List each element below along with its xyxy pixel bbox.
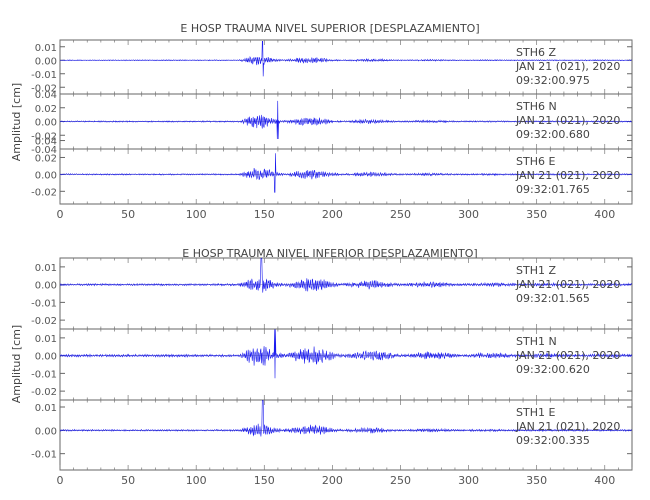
x-tick-label: 400 — [594, 474, 615, 487]
y-axis-label: Amplitud [cm] — [10, 83, 23, 161]
waveform-trace — [59, 100, 632, 140]
station-label: STH1 E — [516, 406, 555, 419]
y-tick-label: -0.02 — [31, 387, 57, 398]
time-label: 09:32:00.975 — [516, 74, 590, 87]
x-tick-label: 0 — [57, 474, 64, 487]
y-tick-label: 0.02 — [35, 153, 57, 164]
station-label: STH1 Z — [516, 264, 556, 277]
x-tick-label: 100 — [186, 208, 207, 221]
x-tick-label: 300 — [458, 474, 479, 487]
chart-title: E HOSP TRAUMA NIVEL INFERIOR [DESPLAZAMI… — [182, 247, 477, 260]
y-tick-label: -0.01 — [31, 70, 57, 81]
y-tick-label: 0.00 — [35, 170, 57, 181]
date-label: JAN 21 (021), 2020 — [515, 278, 620, 291]
y-tick-label: -0.02 — [31, 187, 57, 198]
station-label: STH6 E — [516, 155, 555, 168]
waveform-trace — [59, 400, 633, 437]
y-tick-label: 0.01 — [35, 263, 57, 274]
y-tick-label: -0.02 — [31, 316, 57, 327]
station-label: STH6 Z — [516, 46, 556, 59]
y-tick-label: -0.02 — [31, 131, 57, 142]
y-tick-label: 0.01 — [35, 43, 57, 54]
y-tick-label: 0.00 — [35, 281, 57, 292]
waveform-trace — [59, 153, 632, 193]
y-axis-label: Amplitud [cm] — [10, 325, 23, 403]
x-tick-label: 50 — [121, 208, 135, 221]
x-tick-label: 250 — [390, 208, 411, 221]
x-tick-label: 400 — [594, 208, 615, 221]
date-label: JAN 21 (021), 2020 — [515, 114, 620, 127]
time-label: 09:32:00.335 — [516, 434, 590, 447]
x-tick-label: 350 — [526, 208, 547, 221]
waveform-trace — [59, 258, 633, 293]
time-label: 09:32:01.765 — [516, 183, 590, 196]
date-label: JAN 21 (021), 2020 — [515, 169, 620, 182]
y-tick-label: 0.00 — [35, 352, 57, 363]
x-tick-label: 350 — [526, 474, 547, 487]
y-tick-label: 0.01 — [35, 403, 57, 414]
y-tick-label: 0.00 — [35, 118, 57, 129]
y-tick-label: 0.00 — [35, 426, 57, 437]
x-tick-label: 100 — [186, 474, 207, 487]
y-tick-label: -0.01 — [31, 298, 57, 309]
chart-title: E HOSP TRAUMA NIVEL SUPERIOR [DESPLAZAMI… — [180, 22, 479, 35]
date-label: JAN 21 (021), 2020 — [515, 349, 620, 362]
time-label: 09:32:00.680 — [516, 128, 590, 141]
y-tick-label: 0.04 — [35, 137, 57, 148]
x-tick-label: 200 — [322, 208, 343, 221]
x-tick-label: 150 — [254, 208, 275, 221]
x-tick-label: 0 — [57, 208, 64, 221]
x-tick-label: 300 — [458, 208, 479, 221]
y-tick-label: -0.01 — [31, 369, 57, 380]
y-tick-label: 0.02 — [35, 104, 57, 115]
x-tick-label: 50 — [121, 474, 135, 487]
y-tick-label: -0.02 — [31, 83, 57, 94]
x-tick-label: 200 — [322, 474, 343, 487]
time-label: 09:32:00.620 — [516, 363, 590, 376]
waveform-trace — [59, 41, 633, 77]
y-tick-label: -0.04 — [31, 145, 57, 156]
y-tick-label: 0.01 — [35, 334, 57, 345]
y-tick-label: 0.00 — [35, 56, 57, 67]
station-label: STH6 N — [516, 100, 557, 113]
x-tick-label: 250 — [390, 474, 411, 487]
station-label: STH1 N — [516, 335, 557, 348]
time-label: 09:32:01.565 — [516, 292, 590, 305]
date-label: JAN 21 (021), 2020 — [515, 60, 620, 73]
x-tick-label: 150 — [254, 474, 275, 487]
date-label: JAN 21 (021), 2020 — [515, 420, 620, 433]
waveform-trace — [59, 329, 633, 379]
y-tick-label: -0.01 — [31, 450, 57, 461]
y-tick-label: 0.04 — [35, 90, 57, 101]
